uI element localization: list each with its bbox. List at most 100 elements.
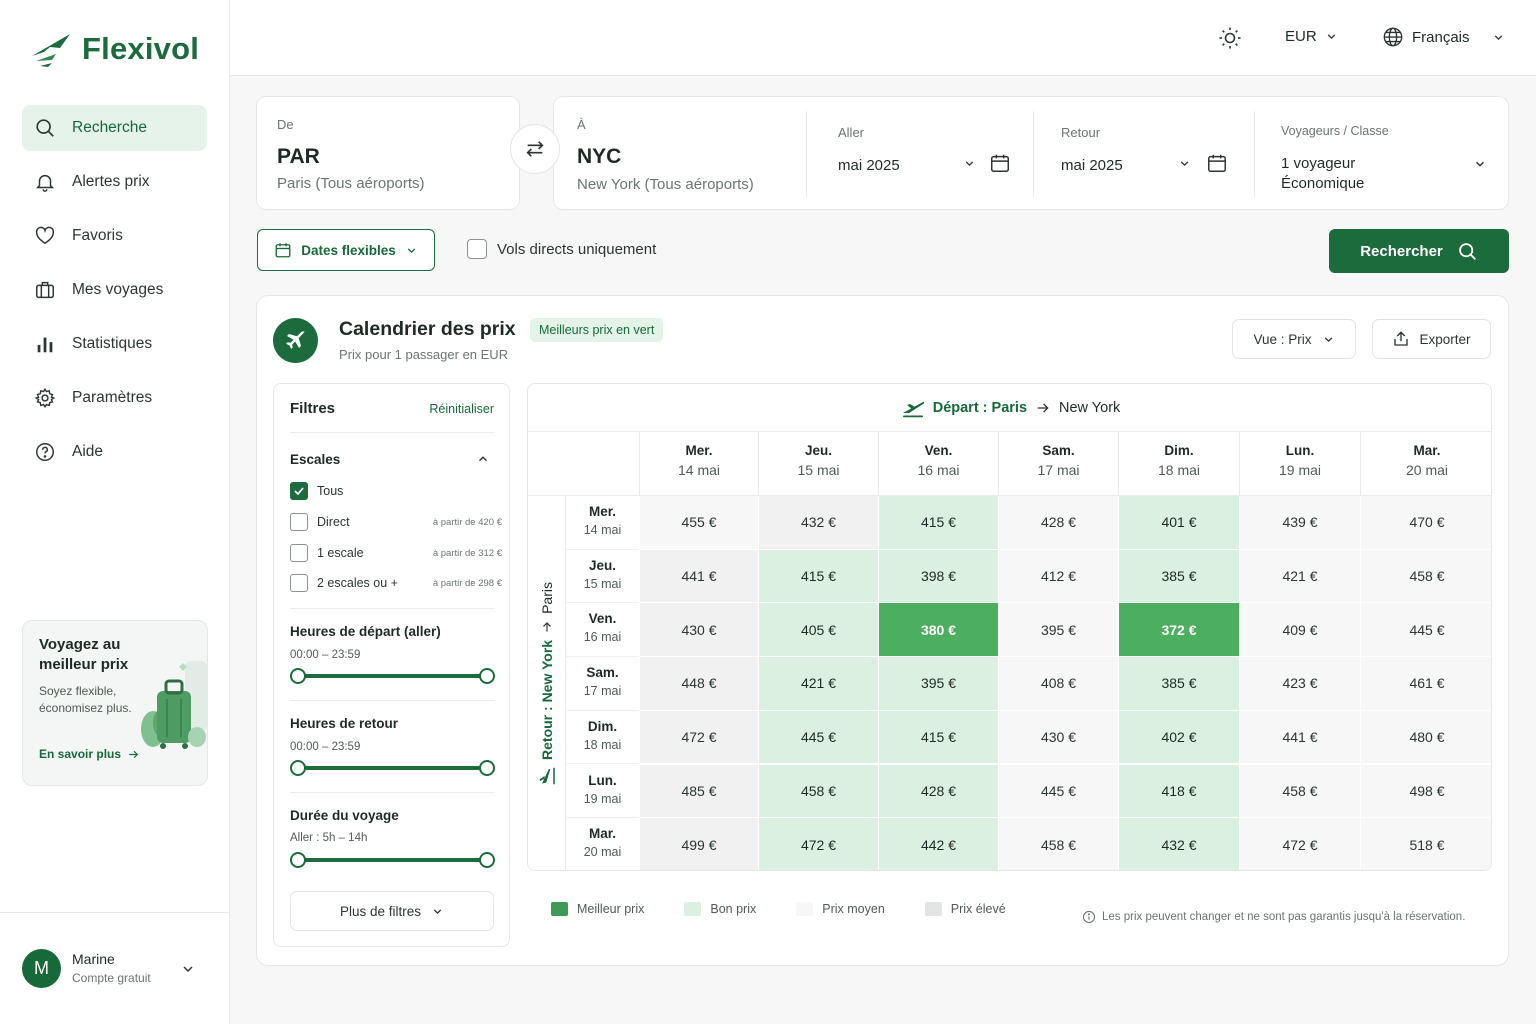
price-cell[interactable]: 499 € <box>639 818 758 870</box>
price-cell[interactable]: 498 € <box>1360 764 1491 819</box>
checkbox[interactable] <box>290 513 308 531</box>
nav-item-voyages[interactable]: Mes voyages <box>22 267 207 313</box>
price-cell[interactable]: 402 € <box>1118 710 1239 765</box>
price-cell[interactable]: 441 € <box>1239 710 1360 765</box>
column-header: Mar. 20 mai <box>1360 432 1491 496</box>
price-cell[interactable]: 445 € <box>758 710 878 765</box>
price-cell[interactable]: 415 € <box>878 496 998 550</box>
export-button[interactable]: Exporter <box>1372 319 1491 359</box>
chevron-up-icon[interactable] <box>476 452 490 466</box>
price-cell[interactable]: 385 € <box>1118 657 1239 711</box>
price-cell[interactable]: 445 € <box>1360 603 1491 658</box>
price-cell[interactable]: 412 € <box>998 549 1118 604</box>
departure-hours-title: Heures de départ (aller) <box>290 624 441 639</box>
price-cell[interactable]: 458 € <box>758 764 878 819</box>
nav-item-favoris[interactable]: Favoris <box>22 213 207 259</box>
stops-option-all[interactable]: Tous <box>290 482 502 500</box>
price-cell[interactable]: 395 € <box>878 657 998 711</box>
departure-hours-slider[interactable] <box>290 668 495 684</box>
slider-handle-max[interactable] <box>479 668 495 684</box>
promo-link[interactable]: En savoir plus <box>39 747 140 761</box>
stops-option-1[interactable]: 1 escale à partir de 312 € <box>290 544 502 562</box>
direct-only-toggle[interactable]: Vols directs uniquement <box>467 239 656 259</box>
price-cell[interactable]: 405 € <box>758 603 878 658</box>
price-cell[interactable]: 472 € <box>758 818 878 870</box>
logo[interactable]: Flexivol <box>30 30 199 68</box>
price-cell[interactable]: 423 € <box>1239 657 1360 711</box>
price-cell[interactable]: 445 € <box>998 764 1118 819</box>
row-date: 20 mai <box>583 845 622 860</box>
currency-select[interactable]: EUR <box>1285 28 1338 45</box>
outbound-date-select[interactable]: Aller mai 2025 <box>807 97 1033 209</box>
price-cell[interactable]: 428 € <box>878 764 998 819</box>
nav-item-alertes[interactable]: Alertes prix <box>22 159 207 205</box>
nav-item-aide[interactable]: Aide <box>22 429 207 475</box>
price-cell[interactable]: 409 € <box>1239 603 1360 658</box>
price-cell[interactable]: 421 € <box>758 657 878 711</box>
row-date: 18 mai <box>583 737 622 752</box>
price-cell[interactable]: 408 € <box>998 657 1118 711</box>
more-filters-button[interactable]: Plus de filtres <box>290 891 494 931</box>
price-cell[interactable]: 380 € <box>878 603 998 658</box>
price-cell[interactable]: 372 € <box>1118 603 1239 658</box>
price-cell[interactable]: 428 € <box>998 496 1118 550</box>
row-date: 16 mai <box>583 630 622 645</box>
price-cell[interactable]: 470 € <box>1360 496 1491 550</box>
slider-handle-max[interactable] <box>479 852 495 868</box>
price-cell[interactable]: 415 € <box>878 710 998 765</box>
price-cell[interactable]: 442 € <box>878 818 998 870</box>
search-button[interactable]: Rechercher <box>1329 229 1509 273</box>
checkbox-checked[interactable] <box>290 482 308 500</box>
price-cell[interactable]: 441 € <box>639 549 758 604</box>
to-field[interactable]: À NYC New York (Tous aéroports) <box>554 97 806 209</box>
price-cell[interactable]: 401 € <box>1118 496 1239 550</box>
price-cell[interactable]: 455 € <box>639 496 758 550</box>
price-cell[interactable]: 421 € <box>1239 549 1360 604</box>
price-cell[interactable]: 518 € <box>1360 818 1491 870</box>
slider-handle-max[interactable] <box>479 760 495 776</box>
reset-filters-link[interactable]: Réinitialiser <box>429 402 494 416</box>
price-cell[interactable]: 485 € <box>639 764 758 819</box>
checkbox[interactable] <box>290 544 308 562</box>
return-date-select[interactable]: Retour mai 2025 <box>1034 97 1254 209</box>
price-cell[interactable]: 430 € <box>639 603 758 658</box>
price-cell[interactable]: 458 € <box>1360 549 1491 604</box>
stops-option-direct[interactable]: Direct à partir de 420 € <box>290 513 502 531</box>
language-select[interactable]: Français <box>1382 26 1505 48</box>
direct-only-checkbox[interactable] <box>467 239 487 259</box>
price-cell[interactable]: 398 € <box>878 549 998 604</box>
stops-option-2plus[interactable]: 2 escales ou + à partir de 298 € <box>290 574 502 592</box>
price-cell[interactable]: 480 € <box>1360 710 1491 765</box>
user-menu[interactable]: M Marine Compte gratuit <box>0 912 229 1024</box>
travelers-select[interactable]: Voyageurs / Classe 1 voyageur Économique <box>1255 97 1509 209</box>
price-cell[interactable]: 385 € <box>1118 549 1239 604</box>
price-cell[interactable]: 432 € <box>758 496 878 550</box>
plane-icon <box>285 330 305 349</box>
from-field[interactable]: De PAR Paris (Tous aéroports) <box>256 96 520 210</box>
price-cell[interactable]: 432 € <box>1118 818 1239 870</box>
slider-handle-min[interactable] <box>290 668 306 684</box>
flexible-dates-button[interactable]: Dates flexibles <box>257 229 435 271</box>
price-cell[interactable]: 472 € <box>639 710 758 765</box>
sun-icon[interactable] <box>1218 26 1242 50</box>
nav-item-recherche[interactable]: Recherche <box>22 105 207 151</box>
price-cell[interactable]: 448 € <box>639 657 758 711</box>
return-hours-slider[interactable] <box>290 760 495 776</box>
nav-item-statistiques[interactable]: Statistiques <box>22 321 207 367</box>
price-cell[interactable]: 439 € <box>1239 496 1360 550</box>
slider-handle-min[interactable] <box>290 760 306 776</box>
price-cell[interactable]: 458 € <box>1239 764 1360 819</box>
price-cell[interactable]: 472 € <box>1239 818 1360 870</box>
price-cell[interactable]: 458 € <box>998 818 1118 870</box>
checkbox[interactable] <box>290 574 308 592</box>
slider-handle-min[interactable] <box>290 852 306 868</box>
duration-slider[interactable] <box>290 852 495 868</box>
nav-item-parametres[interactable]: Paramètres <box>22 375 207 421</box>
price-cell[interactable]: 461 € <box>1360 657 1491 711</box>
price-cell[interactable]: 415 € <box>758 549 878 604</box>
swap-button[interactable] <box>510 124 560 174</box>
price-cell[interactable]: 395 € <box>998 603 1118 658</box>
view-select[interactable]: Vue : Prix <box>1232 319 1356 359</box>
price-cell[interactable]: 430 € <box>998 710 1118 765</box>
price-cell[interactable]: 418 € <box>1118 764 1239 819</box>
